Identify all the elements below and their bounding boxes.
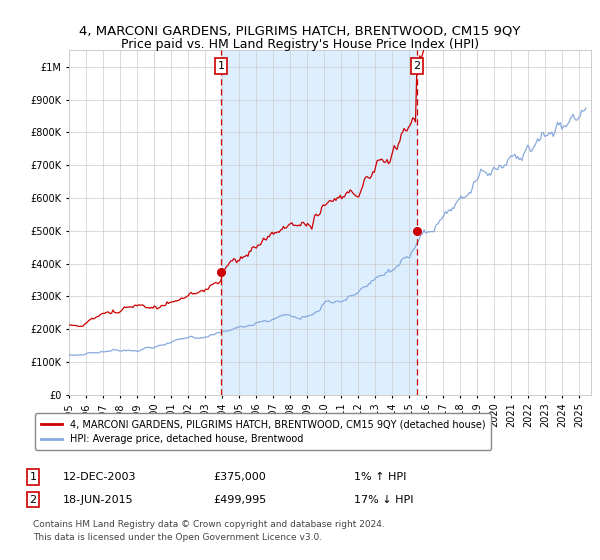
Bar [221, 50, 417, 395]
Text: £375,000: £375,000 [213, 472, 266, 482]
Text: 1: 1 [29, 472, 37, 482]
Text: 1: 1 [218, 61, 224, 71]
Text: 4, MARCONI GARDENS, PILGRIMS HATCH, BRENTWOOD, CM15 9QY: 4, MARCONI GARDENS, PILGRIMS HATCH, BREN… [79, 24, 521, 38]
Legend: 4, MARCONI GARDENS, PILGRIMS HATCH, BRENTWOOD, CM15 9QY (detached house), HPI: A: 4, MARCONI GARDENS, PILGRIMS HATCH, BREN… [35, 413, 491, 450]
Text: 12-DEC-2003: 12-DEC-2003 [63, 472, 137, 482]
Text: £499,995: £499,995 [213, 494, 266, 505]
Text: 18-JUN-2015: 18-JUN-2015 [63, 494, 134, 505]
Text: 17% ↓ HPI: 17% ↓ HPI [354, 494, 413, 505]
Text: Price paid vs. HM Land Registry's House Price Index (HPI): Price paid vs. HM Land Registry's House … [121, 38, 479, 52]
Text: Contains HM Land Registry data © Crown copyright and database right 2024.
This d: Contains HM Land Registry data © Crown c… [33, 520, 385, 542]
Text: 2: 2 [29, 494, 37, 505]
Text: 1% ↑ HPI: 1% ↑ HPI [354, 472, 406, 482]
Text: 2: 2 [413, 61, 421, 71]
